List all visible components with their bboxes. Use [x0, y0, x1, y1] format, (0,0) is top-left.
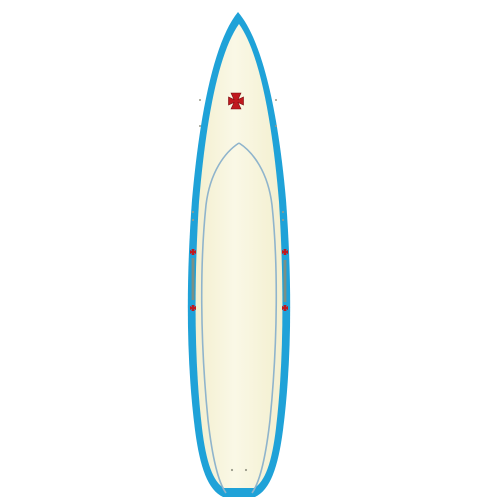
- left-decal: [190, 249, 196, 311]
- left-decal-cross-bottom-icon: [190, 305, 196, 311]
- deck-pinline: [200, 142, 278, 494]
- right-decal-cross-bottom-icon: [282, 249, 288, 255]
- cross-logo-icon: [228, 92, 244, 110]
- right-decal-cross-top-icon: [282, 305, 288, 311]
- right-decal: [282, 249, 288, 311]
- left-decal-cross-top-icon: [190, 249, 196, 255]
- deck-plugs: [192, 99, 284, 472]
- board-deck: [195, 24, 283, 488]
